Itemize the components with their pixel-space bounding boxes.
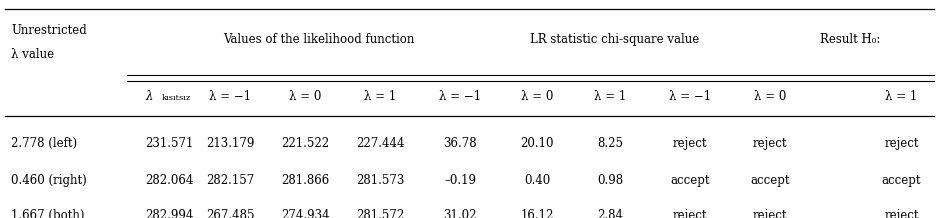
Text: 2.778 (left): 2.778 (left) — [11, 137, 77, 150]
Text: 0.460 (right): 0.460 (right) — [11, 174, 87, 187]
Text: λ: λ — [146, 90, 153, 104]
Text: λ value: λ value — [11, 48, 54, 61]
Text: kısıtsız: kısıtsız — [162, 94, 191, 102]
Text: reject: reject — [753, 209, 787, 218]
Text: 282.064: 282.064 — [146, 174, 194, 187]
Text: λ = 0: λ = 0 — [289, 90, 321, 104]
Text: reject: reject — [753, 137, 787, 150]
Text: accept: accept — [882, 174, 921, 187]
Text: λ = 1: λ = 1 — [885, 90, 917, 104]
Text: λ = −1: λ = −1 — [670, 90, 711, 104]
Text: 281.866: 281.866 — [281, 174, 330, 187]
Text: 267.485: 267.485 — [206, 209, 254, 218]
Text: λ = 0: λ = 0 — [521, 90, 553, 104]
Text: 221.522: 221.522 — [281, 137, 330, 150]
Text: 1.667 (both): 1.667 (both) — [11, 209, 85, 218]
Text: accept: accept — [750, 174, 790, 187]
Text: 36.78: 36.78 — [443, 137, 477, 150]
Text: 8.25: 8.25 — [597, 137, 623, 150]
Text: Result H₀:: Result H₀: — [820, 33, 880, 46]
Text: λ = 0: λ = 0 — [754, 90, 786, 104]
Text: 16.12: 16.12 — [520, 209, 554, 218]
Text: λ = 1: λ = 1 — [364, 90, 396, 104]
Text: 20.10: 20.10 — [520, 137, 554, 150]
Text: 231.571: 231.571 — [146, 137, 194, 150]
Text: 213.179: 213.179 — [206, 137, 254, 150]
Text: reject: reject — [673, 137, 707, 150]
Text: Values of the likelihood function: Values of the likelihood function — [223, 33, 415, 46]
Text: 0.40: 0.40 — [524, 174, 550, 187]
Text: accept: accept — [670, 174, 710, 187]
Text: 281.573: 281.573 — [356, 174, 405, 187]
Text: λ = 1: λ = 1 — [594, 90, 626, 104]
Text: reject: reject — [673, 209, 707, 218]
Text: LR statistic chi-square value: LR statistic chi-square value — [531, 33, 700, 46]
Text: 282.994: 282.994 — [146, 209, 194, 218]
Text: reject: reject — [885, 137, 918, 150]
Text: 31.02: 31.02 — [443, 209, 477, 218]
Text: 274.934: 274.934 — [281, 209, 330, 218]
Text: reject: reject — [885, 209, 918, 218]
Text: Unrestricted: Unrestricted — [11, 24, 87, 37]
Text: λ = −1: λ = −1 — [209, 90, 251, 104]
Text: 0.98: 0.98 — [597, 174, 623, 187]
Text: λ = −1: λ = −1 — [439, 90, 481, 104]
Text: 227.444: 227.444 — [356, 137, 405, 150]
Text: –0.19: –0.19 — [444, 174, 476, 187]
Text: 281.572: 281.572 — [356, 209, 405, 218]
Text: 2.84: 2.84 — [597, 209, 623, 218]
Text: 282.157: 282.157 — [206, 174, 254, 187]
